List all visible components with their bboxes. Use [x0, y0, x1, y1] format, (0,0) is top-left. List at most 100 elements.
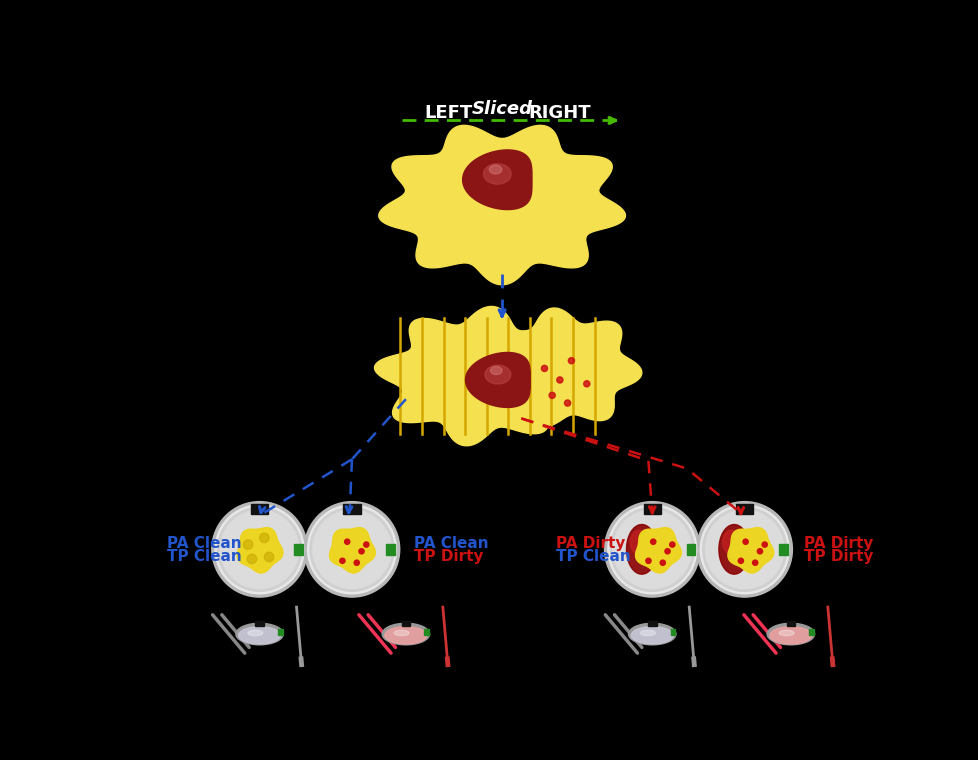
Circle shape: [344, 539, 349, 544]
Text: PA Clean: PA Clean: [413, 537, 488, 552]
Circle shape: [568, 358, 574, 364]
Circle shape: [549, 392, 555, 398]
Bar: [386, 543, 394, 555]
Ellipse shape: [628, 623, 675, 644]
Bar: [735, 504, 752, 515]
Bar: [401, 621, 410, 625]
Circle shape: [705, 510, 783, 588]
Circle shape: [669, 542, 674, 547]
Circle shape: [304, 502, 399, 597]
Circle shape: [259, 533, 269, 543]
Circle shape: [339, 558, 344, 563]
Ellipse shape: [769, 627, 811, 644]
Circle shape: [702, 508, 786, 591]
Circle shape: [220, 510, 298, 588]
Polygon shape: [722, 530, 739, 554]
Polygon shape: [630, 530, 646, 554]
Circle shape: [583, 381, 590, 387]
Bar: [293, 543, 302, 555]
Ellipse shape: [778, 630, 793, 635]
Ellipse shape: [236, 623, 283, 644]
Polygon shape: [489, 165, 502, 174]
Circle shape: [313, 510, 391, 588]
Ellipse shape: [631, 627, 673, 644]
Circle shape: [556, 377, 562, 383]
Circle shape: [659, 560, 665, 565]
Polygon shape: [463, 150, 531, 210]
Circle shape: [612, 510, 690, 588]
Ellipse shape: [640, 630, 655, 635]
Polygon shape: [330, 527, 375, 573]
Ellipse shape: [767, 623, 814, 644]
Polygon shape: [635, 527, 681, 573]
Circle shape: [604, 502, 699, 597]
Text: PA Dirty: PA Dirty: [556, 537, 625, 552]
Circle shape: [307, 505, 396, 594]
Bar: [343, 504, 360, 515]
Bar: [643, 504, 660, 515]
Circle shape: [363, 542, 369, 547]
Bar: [255, 621, 264, 625]
Polygon shape: [483, 163, 511, 184]
Text: TP Clean: TP Clean: [556, 549, 630, 564]
Bar: [278, 629, 283, 635]
Circle shape: [699, 505, 788, 594]
Polygon shape: [718, 524, 749, 574]
Text: LEFT: LEFT: [423, 103, 471, 122]
Circle shape: [737, 558, 742, 563]
Circle shape: [310, 508, 393, 591]
Bar: [809, 629, 813, 635]
Text: TP Dirty: TP Dirty: [413, 549, 482, 564]
Circle shape: [696, 502, 791, 597]
Circle shape: [609, 508, 693, 591]
Polygon shape: [728, 527, 773, 573]
Bar: [785, 621, 794, 625]
Circle shape: [244, 540, 252, 549]
Polygon shape: [237, 527, 283, 573]
Circle shape: [761, 542, 767, 547]
Circle shape: [211, 502, 307, 597]
Polygon shape: [466, 353, 530, 407]
Circle shape: [757, 549, 762, 554]
Circle shape: [215, 505, 303, 594]
Bar: [670, 629, 675, 635]
Bar: [778, 543, 787, 555]
Polygon shape: [484, 365, 511, 384]
Polygon shape: [237, 527, 283, 573]
Text: RIGHT: RIGHT: [528, 103, 591, 122]
Circle shape: [645, 558, 650, 563]
Circle shape: [246, 554, 256, 564]
Text: Sliced: Sliced: [471, 100, 532, 119]
Polygon shape: [375, 306, 583, 446]
Ellipse shape: [247, 630, 262, 635]
Circle shape: [354, 560, 359, 565]
Text: PA Clean: PA Clean: [167, 537, 242, 552]
Ellipse shape: [239, 627, 281, 644]
Polygon shape: [489, 308, 642, 427]
Text: TP Clean: TP Clean: [167, 549, 242, 564]
Circle shape: [359, 549, 364, 554]
Bar: [686, 543, 694, 555]
Ellipse shape: [384, 627, 426, 644]
Circle shape: [564, 400, 570, 406]
Circle shape: [742, 539, 747, 544]
Bar: [647, 621, 656, 625]
Polygon shape: [728, 527, 773, 573]
Circle shape: [752, 560, 757, 565]
Ellipse shape: [381, 623, 429, 644]
Circle shape: [607, 505, 696, 594]
Circle shape: [217, 508, 301, 591]
Circle shape: [541, 366, 547, 372]
Polygon shape: [330, 527, 375, 573]
Text: PA Dirty: PA Dirty: [803, 537, 872, 552]
Polygon shape: [626, 524, 656, 574]
Text: TP Dirty: TP Dirty: [803, 549, 872, 564]
Ellipse shape: [393, 630, 409, 635]
Circle shape: [264, 553, 274, 562]
Polygon shape: [490, 366, 502, 375]
Circle shape: [650, 539, 655, 544]
Polygon shape: [635, 527, 681, 573]
Polygon shape: [378, 125, 625, 285]
Circle shape: [664, 549, 670, 554]
Bar: [250, 504, 268, 515]
